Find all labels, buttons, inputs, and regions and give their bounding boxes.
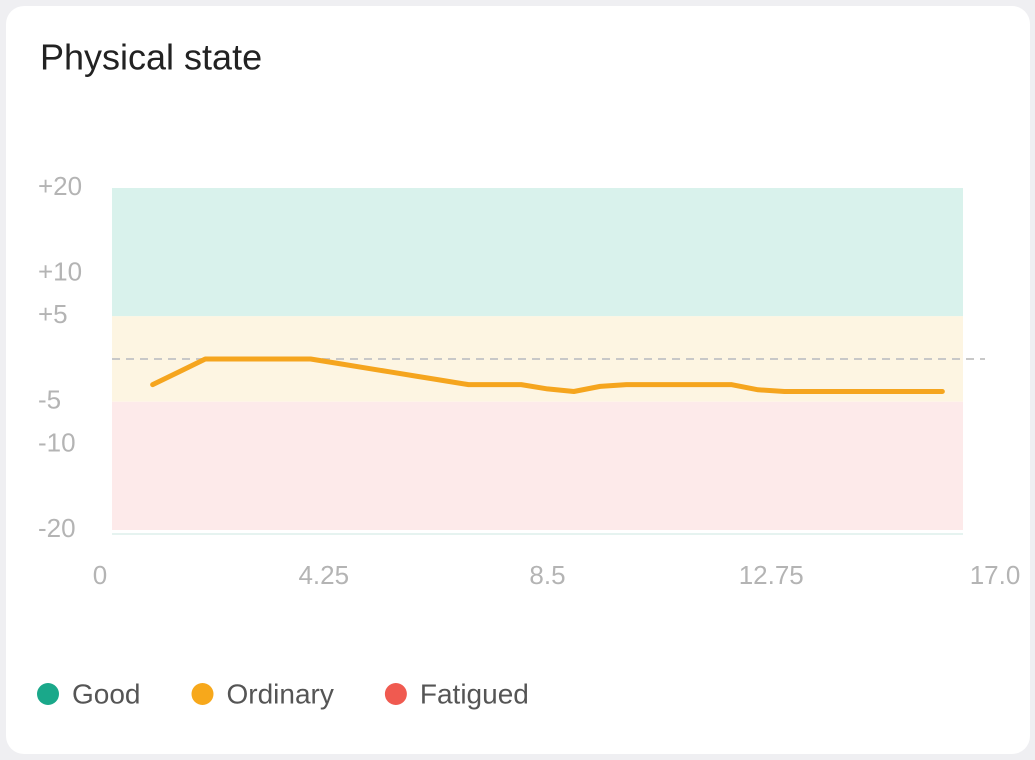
legend-marker — [191, 683, 214, 705]
data-line — [150, 356, 945, 394]
x-tick-label: 0 — [93, 560, 107, 590]
legend-label: Good — [72, 678, 141, 709]
legend-label: Fatigued — [420, 678, 529, 709]
x-tick-label: 17.0 — [970, 560, 1021, 590]
legend-marker — [384, 683, 407, 705]
x-tick-label: 8.5 — [529, 560, 565, 590]
legend-marker — [37, 683, 59, 705]
y-tick-label: -20 — [38, 513, 76, 543]
y-tick-label: -10 — [38, 427, 76, 457]
zone-band — [112, 401, 963, 530]
x-tick-label: 12.75 — [739, 560, 804, 590]
y-tick-label: +10 — [38, 256, 82, 286]
zone-band — [112, 188, 963, 317]
y-tick-label: +20 — [38, 171, 82, 201]
y-tick-label: +5 — [38, 299, 68, 329]
y-tick-label: -5 — [38, 385, 61, 415]
legend-label: Ordinary — [227, 678, 334, 709]
x-tick-label: 4.25 — [298, 560, 349, 590]
chart-title: Physical state — [40, 37, 262, 78]
